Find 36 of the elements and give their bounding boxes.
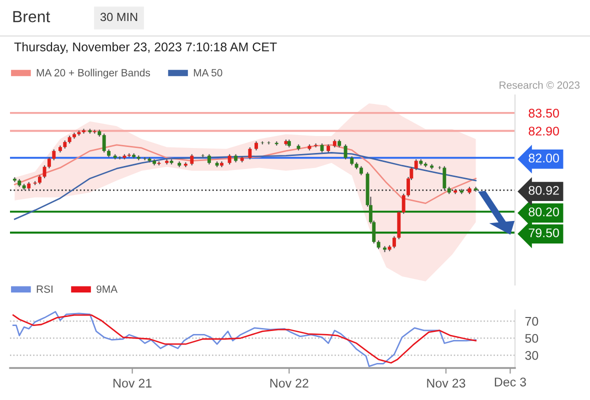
candlestick	[248, 146, 252, 160]
candlestick	[442, 166, 446, 190]
y-tick-label: 70	[525, 316, 538, 326]
candlestick	[392, 236, 396, 249]
y-tick-label: 80.92	[528, 186, 559, 195]
text: Research © 2023	[500, 81, 580, 89]
y-tick-label: 82.90	[528, 126, 559, 136]
legend-label: RSI	[36, 285, 52, 293]
candlestick	[414, 158, 418, 171]
y-tick-label: 82.00	[528, 154, 559, 162]
text: Dec 3	[494, 378, 526, 386]
candlestick	[207, 154, 211, 165]
candlestick	[267, 140, 270, 145]
chart-subtitle: Thursday, November 23, 2023 7:10:18 AM CET	[14, 42, 277, 54]
line-series	[14, 144, 476, 204]
y-tick-label: 83.50	[528, 108, 559, 118]
candlestick	[344, 144, 348, 160]
chart-title: Brent	[13, 11, 50, 22]
y-tick-label: 50	[525, 334, 538, 343]
candlestick	[402, 193, 406, 214]
y-tick-label: 30	[525, 351, 538, 360]
candlestick	[47, 156, 51, 169]
line-series	[14, 152, 476, 220]
x-tick-label: Nov 23	[427, 378, 466, 388]
candlestick	[228, 154, 232, 165]
text: 30 MIN	[100, 12, 138, 22]
candlestick	[102, 133, 106, 154]
legend-label: 9MA	[96, 285, 118, 293]
x-tick-label: Nov 22	[270, 378, 308, 388]
legend-label: MA 20 + Bollinger Bands	[36, 68, 150, 78]
y-tick-label: 80.20	[528, 207, 559, 216]
candlestick	[52, 148, 56, 161]
y-tick-label: 79.50	[528, 228, 559, 238]
legend-label: MA 50	[194, 69, 222, 76]
x-tick-label: Nov 21	[114, 378, 152, 388]
candlestick	[190, 154, 194, 166]
